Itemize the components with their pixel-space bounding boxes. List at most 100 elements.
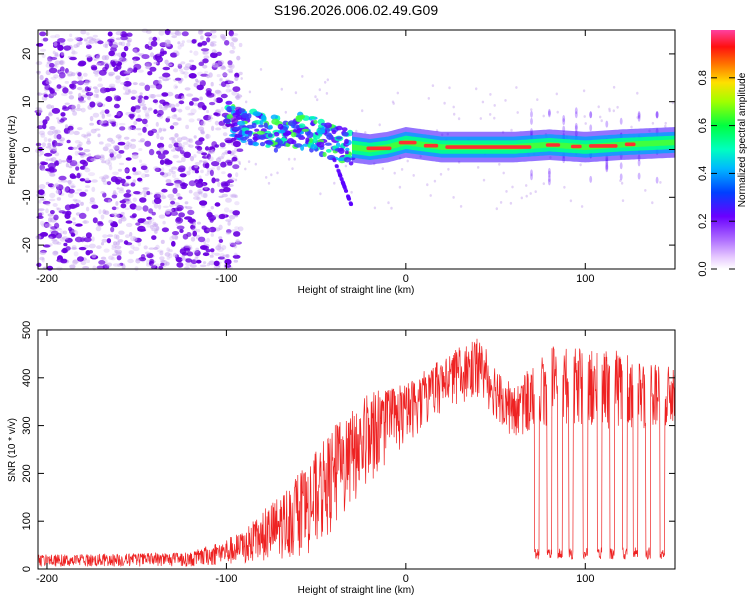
- spectral-point: [237, 120, 246, 126]
- spectral-point: [187, 209, 195, 216]
- spectral-point: [106, 234, 114, 238]
- spectral-point: [137, 132, 143, 136]
- spectral-point: [153, 197, 162, 204]
- spectral-point: [227, 221, 231, 226]
- spectral-point: [171, 170, 176, 175]
- spectral-point: [38, 200, 42, 204]
- spectral-point: [98, 260, 106, 265]
- spectral-point: [563, 185, 566, 189]
- spectral-point: [183, 151, 191, 158]
- spectral-point: [141, 54, 150, 60]
- spectral-point: [86, 44, 92, 50]
- spectral-point: [62, 105, 67, 110]
- spectral-point: [300, 145, 305, 151]
- spectral-point: [161, 92, 169, 97]
- spectral-point: [232, 140, 241, 148]
- spectral-point: [91, 186, 96, 192]
- spectral-point: [258, 124, 264, 128]
- spectral-point: [102, 146, 109, 152]
- spectral-point: [211, 62, 219, 68]
- spectral-point: [124, 72, 131, 76]
- spectral-point: [118, 189, 125, 194]
- spectral-point: [259, 68, 263, 71]
- spectral-point: [91, 38, 97, 41]
- spectral-point: [72, 217, 76, 221]
- spectral-point: [337, 157, 345, 161]
- spectral-point: [168, 103, 176, 109]
- spectral-point: [176, 160, 183, 163]
- spectral-point: [219, 253, 225, 258]
- spectral-point: [130, 89, 138, 95]
- spectral-point: [341, 131, 349, 137]
- spectral-point: [93, 93, 99, 98]
- spectral-point: [125, 234, 130, 239]
- spectral-point: [100, 256, 107, 260]
- spectral-point: [188, 118, 195, 123]
- y-tick-label: 100: [21, 512, 33, 530]
- spectral-point: [180, 179, 185, 183]
- spectral-point: [608, 107, 611, 111]
- spectral-point: [214, 214, 219, 218]
- spectral-point: [39, 31, 47, 37]
- spectral-point: [171, 35, 177, 39]
- spectral-point: [161, 227, 169, 233]
- spectral-point: [39, 220, 45, 226]
- spectral-point: [149, 224, 154, 230]
- spectral-point: [256, 130, 265, 135]
- spectral-point: [61, 236, 69, 241]
- spectral-point: [525, 194, 528, 198]
- spectral-point: [137, 218, 145, 224]
- spectral-point: [92, 86, 98, 89]
- spectral-point: [154, 167, 162, 172]
- spectral-point: [231, 229, 238, 232]
- spectral-point: [282, 132, 289, 137]
- spectral-point: [55, 207, 60, 210]
- spectral-point: [166, 39, 171, 44]
- spectral-point: [129, 215, 137, 219]
- spectral-point: [56, 117, 60, 120]
- spectral-peak: [445, 145, 532, 149]
- spectral-point: [148, 217, 155, 222]
- spectral-point: [142, 187, 148, 193]
- spectral-point: [231, 37, 239, 42]
- spectral-point: [107, 137, 114, 142]
- spectral-point: [179, 173, 187, 178]
- spectral-point: [43, 244, 51, 248]
- spectral-point: [139, 92, 143, 96]
- spectral-point: [144, 61, 152, 68]
- y-tick-label: -20: [21, 237, 33, 253]
- spectral-point: [175, 216, 182, 222]
- spectral-point: [238, 108, 246, 113]
- spectral-point: [129, 143, 137, 149]
- spectral-point: [196, 188, 204, 193]
- spectral-point: [111, 212, 118, 217]
- spectral-point: [158, 76, 165, 79]
- spectral-point: [232, 38, 238, 43]
- spectral-point: [219, 78, 223, 82]
- spectral-point: [232, 164, 240, 170]
- spectral-point: [213, 260, 220, 267]
- spectral-point: [373, 206, 377, 210]
- spectral-point: [106, 262, 113, 267]
- spectral-point: [281, 137, 286, 142]
- spectral-point: [82, 153, 89, 157]
- spectral-point: [169, 32, 176, 35]
- spectral-point: [154, 229, 158, 234]
- spectral-point: [196, 196, 201, 201]
- spectral-point: [186, 138, 191, 143]
- spectral-point: [301, 75, 304, 78]
- spectral-point: [137, 114, 141, 120]
- spectral-point: [334, 164, 339, 168]
- spectral-point: [83, 220, 87, 224]
- spectral-point: [165, 179, 172, 184]
- spectral-point: [46, 104, 52, 110]
- spectral-point: [145, 30, 152, 34]
- spectral-point: [548, 110, 551, 118]
- spectral-point: [36, 43, 44, 47]
- spectral-point: [225, 197, 232, 203]
- x-tick-label: -200: [36, 573, 58, 585]
- spectral-point: [91, 66, 98, 71]
- spectral-point: [276, 171, 279, 175]
- spectral-point: [151, 211, 156, 216]
- spectral-point: [230, 194, 237, 199]
